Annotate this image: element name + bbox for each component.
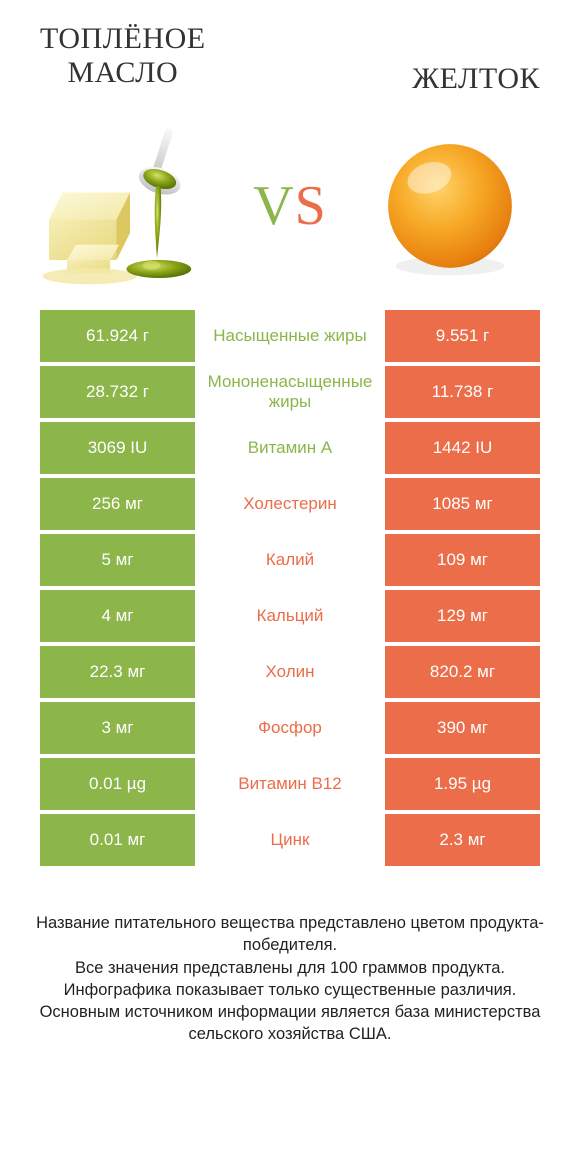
image-left (40, 121, 220, 291)
value-left: 256 мг (40, 478, 195, 530)
value-left: 4 мг (40, 590, 195, 642)
value-right: 820.2 мг (385, 646, 540, 698)
value-right: 129 мг (385, 590, 540, 642)
table-row: 3 мгФосфор390 мг (40, 702, 540, 754)
table-row: 28.732 гМононенасыщенные жиры11.738 г (40, 366, 540, 418)
infographic: ТОПЛЁНОЕ МАСЛО ЖЕЛТОК (0, 0, 580, 1070)
value-left: 3069 IU (40, 422, 195, 474)
nutrient-label: Фосфор (195, 702, 385, 754)
ghee-icon (40, 121, 220, 291)
vs-v: V (253, 175, 294, 237)
title-row: ТОПЛЁНОЕ МАСЛО ЖЕЛТОК (0, 0, 580, 120)
table-row: 61.924 гНасыщенные жиры9.551 г (40, 310, 540, 362)
nutrient-label: Мононенасыщенные жиры (195, 366, 385, 418)
hero-row: VS (0, 120, 580, 310)
table-row: 3069 IUВитамин А1442 IU (40, 422, 540, 474)
footer-note: Название питательного вещества представл… (0, 870, 580, 1070)
table-row: 22.3 мгХолин820.2 мг (40, 646, 540, 698)
comparison-table: 61.924 гНасыщенные жиры9.551 г28.732 гМо… (0, 310, 580, 866)
table-row: 5 мгКалий109 мг (40, 534, 540, 586)
value-left: 28.732 г (40, 366, 195, 418)
vs-s: S (295, 175, 327, 237)
value-right: 1085 мг (385, 478, 540, 530)
vs-label: VS (253, 174, 327, 238)
value-right: 1.95 µg (385, 758, 540, 810)
value-right: 2.3 мг (385, 814, 540, 866)
value-right: 11.738 г (385, 366, 540, 418)
nutrient-label: Насыщенные жиры (195, 310, 385, 362)
value-right: 1442 IU (385, 422, 540, 474)
table-row: 256 мгХолестерин1085 мг (40, 478, 540, 530)
table-row: 0.01 µgВитамин B121.95 µg (40, 758, 540, 810)
value-right: 9.551 г (385, 310, 540, 362)
value-left: 0.01 µg (40, 758, 195, 810)
title-left: ТОПЛЁНОЕ МАСЛО (40, 22, 206, 89)
title-right: ЖЕЛТОК (412, 62, 540, 96)
image-right (360, 121, 540, 291)
nutrient-label: Холин (195, 646, 385, 698)
nutrient-label: Цинк (195, 814, 385, 866)
value-left: 61.924 г (40, 310, 195, 362)
nutrient-label: Витамин B12 (195, 758, 385, 810)
nutrient-label: Витамин А (195, 422, 385, 474)
value-right: 109 мг (385, 534, 540, 586)
table-row: 4 мгКальций129 мг (40, 590, 540, 642)
nutrient-label: Калий (195, 534, 385, 586)
yolk-icon (375, 131, 525, 281)
value-right: 390 мг (385, 702, 540, 754)
table-row: 0.01 мгЦинк2.3 мг (40, 814, 540, 866)
value-left: 22.3 мг (40, 646, 195, 698)
value-left: 3 мг (40, 702, 195, 754)
nutrient-label: Холестерин (195, 478, 385, 530)
nutrient-label: Кальций (195, 590, 385, 642)
value-left: 5 мг (40, 534, 195, 586)
value-left: 0.01 мг (40, 814, 195, 866)
